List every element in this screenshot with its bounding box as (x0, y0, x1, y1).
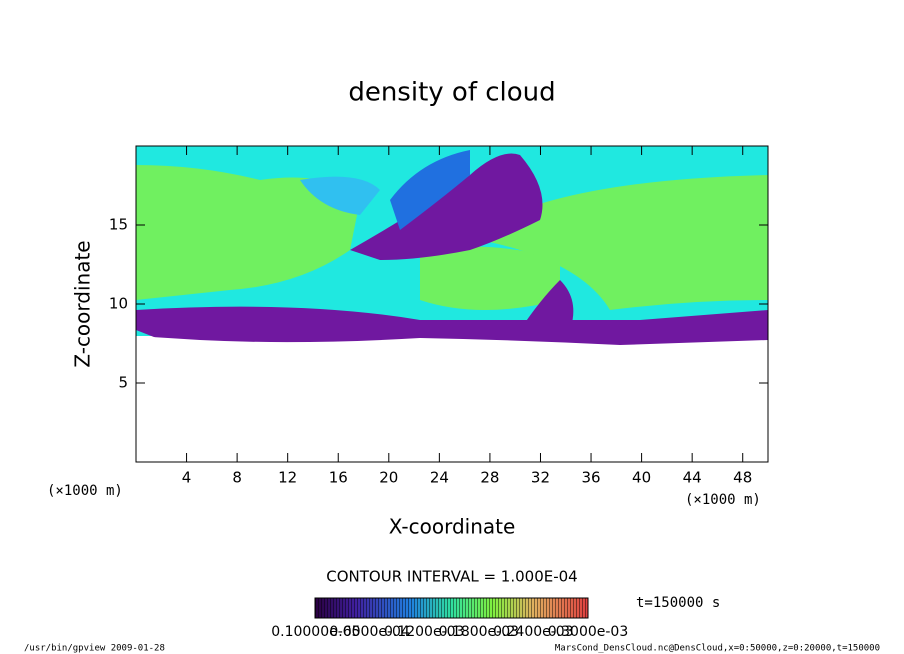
x-tick-label: 40 (632, 469, 651, 487)
x-tick-label: 36 (581, 469, 600, 487)
x-tick-label: 24 (430, 469, 449, 487)
colorbar-tick-label: 0.2400e-03 (493, 624, 573, 640)
contour-field (136, 146, 768, 462)
x-unit: (×1000 m) (685, 492, 761, 508)
chart-title: density of cloud (348, 78, 555, 108)
footer-right: MarsCond_DensCloud.nc@DensCloud,x=0:5000… (555, 644, 880, 654)
x-tick-label: 44 (683, 469, 702, 487)
colorbar-tick-label: 0.6000e-04 (329, 624, 410, 640)
colorbar-tick-label: 0.1200e-03 (384, 624, 464, 640)
x-tick-label: 8 (232, 469, 242, 487)
colorbar-tick-label: 0.3000e-03 (548, 624, 628, 640)
time-label: t=150000 s (636, 595, 720, 611)
y-tick-label: 15 (109, 216, 128, 234)
x-axis-label: X-coordinate (389, 515, 516, 539)
y-tick-label: 10 (109, 295, 128, 313)
colorbar-frame (314, 597, 589, 619)
x-tick-label: 48 (733, 469, 752, 487)
x-tick-label: 4 (182, 469, 192, 487)
x-tick-label: 20 (379, 469, 398, 487)
contour-interval: CONTOUR INTERVAL = 1.000E-04 (326, 568, 577, 586)
x-tick-label: 16 (329, 469, 348, 487)
colorbar-tick-label: 0.10000e-05 (271, 624, 360, 640)
y-tick-label: 5 (118, 374, 128, 392)
y-axis-label: Z-coordinate (71, 240, 95, 367)
x-tick-label: 32 (531, 469, 550, 487)
colorbar-tick-label: 0.1800e-03 (439, 624, 519, 640)
footer-left: /usr/bin/gpview 2009-01-28 (24, 644, 165, 654)
x-tick-label: 12 (278, 469, 297, 487)
y-unit: (×1000 m) (47, 483, 123, 499)
x-tick-label: 28 (480, 469, 499, 487)
